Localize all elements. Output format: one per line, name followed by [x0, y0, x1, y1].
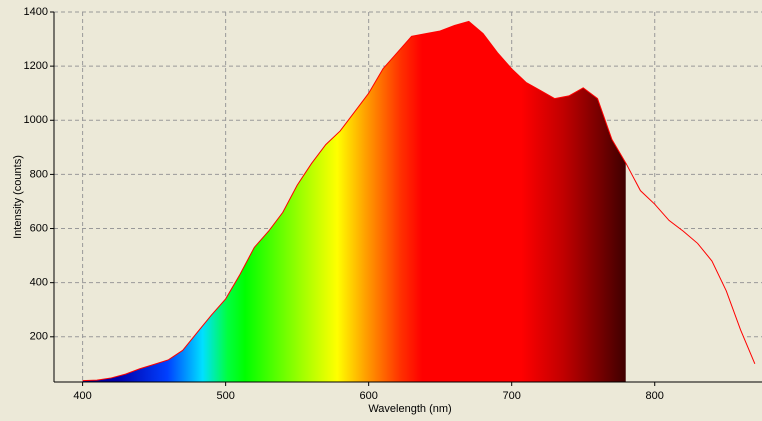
x-axis-label: Wavelength (nm) [368, 403, 451, 415]
y-tick-label: 1000 [24, 114, 48, 126]
y-tick-label: 400 [30, 277, 48, 289]
y-tick-label: 800 [30, 168, 48, 180]
spectrum-line [82, 20, 756, 382]
spectrum-area [82, 21, 755, 383]
y-tick-label: 1400 [24, 6, 48, 18]
y-tick-label: 200 [30, 331, 48, 343]
y-tick-label: 600 [30, 222, 48, 234]
x-tick-label: 800 [646, 390, 664, 402]
x-tick-label: 500 [216, 390, 234, 402]
y-axis-label: Intensity (counts) [12, 155, 24, 239]
x-tick-label: 600 [359, 390, 377, 402]
y-tick-label: 1200 [24, 60, 48, 72]
x-tick-label: 400 [73, 390, 91, 402]
x-tick-label: 700 [503, 390, 521, 402]
